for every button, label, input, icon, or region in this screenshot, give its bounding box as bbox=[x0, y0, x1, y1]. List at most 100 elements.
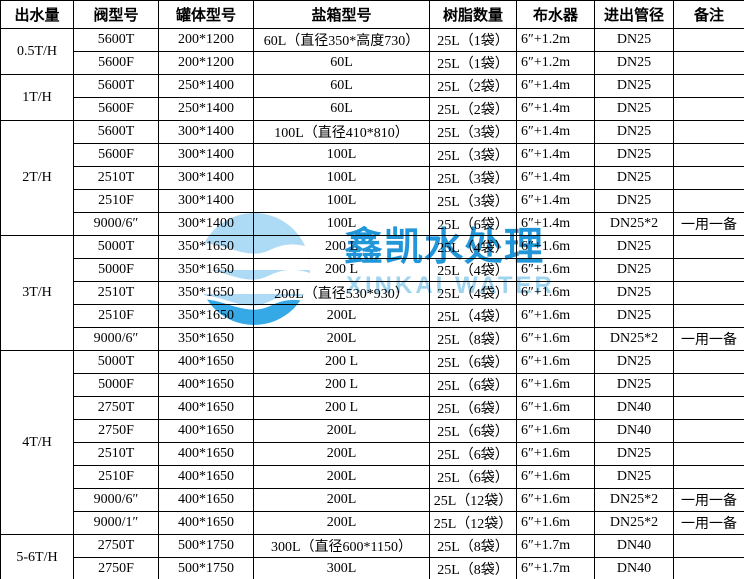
resin-quantity-cell: 25L（8袋） bbox=[429, 327, 517, 351]
tank-model-cell: 350*1650 bbox=[158, 304, 254, 328]
valve-model-cell: 2510T bbox=[73, 166, 159, 190]
tank-model-cell: 300*1400 bbox=[158, 189, 254, 213]
table-row: 5600F 200*1200 60L 25L（1袋） 6″+1.2m DN25 bbox=[1, 51, 744, 75]
tank-model-cell: 350*1650 bbox=[158, 258, 254, 282]
table-row: 2510F 400*1650 200L 25L（6袋） 6″+1.6m DN25 bbox=[1, 465, 744, 489]
brine-tank-model-cell: 200L bbox=[253, 511, 430, 535]
remarks-cell bbox=[673, 189, 744, 213]
table-row: 9000/1″ 400*1650 200L 25L（12袋） 6″+1.6m DN25*2… bbox=[1, 511, 744, 535]
table-row: 2510T 400*1650 200L 25L（6袋） 6″+1.6m DN25 bbox=[1, 442, 744, 466]
table-row: 2510F 350*1650 200L 25L（4袋） 6″+1.6m DN25 bbox=[1, 304, 744, 328]
pipe-diameter-cell: DN40 bbox=[594, 557, 674, 579]
table-row: 2750F 400*1650 200L 25L（6袋） 6″+1.6m DN40 bbox=[1, 419, 744, 443]
tank-model-cell: 400*1650 bbox=[158, 442, 254, 466]
column-header-resin-quantity: 树脂数量 bbox=[429, 0, 517, 29]
valve-model-cell: 2510F bbox=[73, 465, 159, 489]
brine-tank-model-cell: 200L bbox=[253, 488, 430, 512]
resin-quantity-cell: 25L（12袋） bbox=[429, 511, 517, 535]
tank-model-cell: 300*1400 bbox=[158, 212, 254, 236]
tank-model-cell: 500*1750 bbox=[158, 534, 254, 558]
table-row: 2T/H 5600T 300*1400 100L（直径410*810） 25L（3袋） 6… bbox=[0, 120, 744, 236]
column-header-water-distributor: 布水器 bbox=[516, 0, 595, 29]
remarks-cell bbox=[673, 396, 744, 420]
tank-model-cell: 400*1650 bbox=[158, 350, 254, 374]
remarks-cell bbox=[673, 534, 744, 558]
remarks-cell bbox=[673, 304, 744, 328]
resin-quantity-cell: 25L（4袋） bbox=[429, 258, 517, 282]
tank-model-cell: 400*1650 bbox=[158, 419, 254, 443]
pipe-diameter-cell: DN25*2 bbox=[594, 488, 674, 512]
resin-quantity-cell: 25L（2袋） bbox=[429, 74, 517, 98]
tank-model-cell: 300*1400 bbox=[158, 120, 254, 144]
resin-quantity-cell: 25L（1袋） bbox=[429, 51, 517, 75]
valve-model-cell: 2750T bbox=[73, 396, 159, 420]
table-row: 2510T 300*1400 100L 25L（3袋） 6″+1.4m DN25 bbox=[1, 166, 744, 190]
brine-tank-model-cell: 200L bbox=[253, 442, 430, 466]
valve-model-cell: 5600T bbox=[73, 28, 159, 52]
pipe-diameter-cell: DN25 bbox=[594, 143, 674, 167]
water-distributor-cell: 6″+1.2m bbox=[516, 51, 595, 75]
remarks-cell bbox=[673, 442, 744, 466]
brine-tank-model-cell: 100L bbox=[253, 189, 430, 213]
flow-rate-cell: 5-6T/H bbox=[0, 534, 74, 579]
resin-quantity-cell: 25L（4袋） bbox=[429, 281, 517, 305]
valve-model-cell: 5000T bbox=[73, 350, 159, 374]
water-distributor-cell: 6″+1.6m bbox=[516, 511, 595, 535]
tank-model-cell: 400*1650 bbox=[158, 373, 254, 397]
pipe-diameter-cell: DN25 bbox=[594, 120, 674, 144]
valve-model-cell: 2750F bbox=[73, 419, 159, 443]
tank-model-cell: 400*1650 bbox=[158, 488, 254, 512]
resin-quantity-cell: 25L（4袋） bbox=[429, 235, 517, 259]
water-distributor-cell: 6″+1.4m bbox=[516, 212, 595, 236]
pipe-diameter-cell: DN40 bbox=[594, 534, 674, 558]
water-distributor-cell: 6″+1.6m bbox=[516, 419, 595, 443]
resin-quantity-cell: 25L（6袋） bbox=[429, 212, 517, 236]
valve-model-cell: 9000/6″ bbox=[73, 212, 159, 236]
brine-tank-model-cell: 200 L bbox=[253, 396, 430, 420]
resin-quantity-cell: 25L（6袋） bbox=[429, 465, 517, 489]
flow-rate-cell: 3T/H bbox=[0, 235, 74, 351]
water-distributor-cell: 6″+1.4m bbox=[516, 97, 595, 121]
column-header-brine-tank-model: 盐箱型号 bbox=[253, 0, 430, 29]
resin-quantity-cell: 25L（6袋） bbox=[429, 373, 517, 397]
table-body: 0.5T/H 5600T 200*1200 60L（直径350*高度730） 25L（1… bbox=[0, 28, 744, 579]
water-distributor-cell: 6″+1.4m bbox=[516, 189, 595, 213]
water-distributor-cell: 6″+1.4m bbox=[516, 143, 595, 167]
remarks-cell bbox=[673, 51, 744, 75]
remarks-cell bbox=[673, 166, 744, 190]
brine-tank-model-cell: 60L bbox=[253, 74, 430, 98]
pipe-diameter-cell: DN40 bbox=[594, 396, 674, 420]
header-row: 出水量 阀型号 罐体型号 盐箱型号 树脂数量 布水器 进出管径 备注 bbox=[0, 0, 744, 29]
resin-quantity-cell: 25L（4袋） bbox=[429, 304, 517, 328]
remarks-cell bbox=[673, 258, 744, 282]
valve-model-cell: 5000F bbox=[73, 258, 159, 282]
table-header: 出水量 阀型号 罐体型号 盐箱型号 树脂数量 布水器 进出管径 备注 bbox=[0, 0, 744, 29]
water-distributor-cell: 6″+1.6m bbox=[516, 235, 595, 259]
tank-model-cell: 200*1200 bbox=[158, 28, 254, 52]
tank-model-cell: 350*1650 bbox=[158, 281, 254, 305]
brine-tank-model-cell: 100L（直径410*810） bbox=[253, 120, 430, 144]
pipe-diameter-cell: DN25 bbox=[594, 465, 674, 489]
tank-model-cell: 350*1650 bbox=[158, 235, 254, 259]
brine-tank-model-cell: 200L bbox=[253, 419, 430, 443]
resin-quantity-cell: 25L（12袋） bbox=[429, 488, 517, 512]
brine-tank-model-cell: 200L bbox=[253, 304, 430, 328]
resin-quantity-cell: 25L（6袋） bbox=[429, 396, 517, 420]
resin-quantity-cell: 25L（2袋） bbox=[429, 97, 517, 121]
remarks-cell bbox=[673, 350, 744, 374]
valve-model-cell: 9000/1″ bbox=[73, 511, 159, 535]
pipe-diameter-cell: DN25 bbox=[594, 373, 674, 397]
valve-model-cell: 9000/6″ bbox=[73, 488, 159, 512]
pipe-diameter-cell: DN25 bbox=[594, 51, 674, 75]
column-header-flow-rate: 出水量 bbox=[0, 0, 74, 29]
table-row: 1T/H 5600T 250*1400 60L 25L（2袋） 6″+1.4m DN25 bbox=[0, 74, 744, 121]
pipe-diameter-cell: DN25 bbox=[594, 442, 674, 466]
resin-quantity-cell: 25L（6袋） bbox=[429, 419, 517, 443]
resin-quantity-cell: 25L（6袋） bbox=[429, 350, 517, 374]
pipe-diameter-cell: DN25 bbox=[594, 235, 674, 259]
valve-model-cell: 5600T bbox=[73, 120, 159, 144]
resin-quantity-cell: 25L（3袋） bbox=[429, 189, 517, 213]
resin-quantity-cell: 25L（6袋） bbox=[429, 442, 517, 466]
brine-tank-model-cell: 200 L bbox=[253, 373, 430, 397]
